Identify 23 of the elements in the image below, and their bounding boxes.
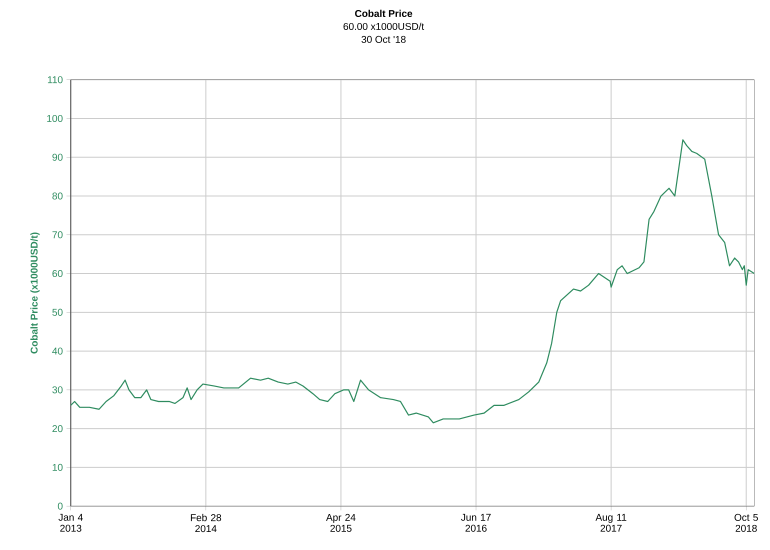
y-tick-label: 60 [52, 270, 63, 278]
text: 30 Oct '18 [362, 36, 406, 43]
y-tick-label: 20 [52, 425, 63, 432]
y-tick-label: 40 [52, 348, 63, 355]
y-tick-label: 70 [52, 231, 63, 238]
y-tick-label: 110 [48, 76, 63, 84]
y-tick-label: 30 [52, 386, 63, 394]
x-tick-label: Jun 17 2016 [461, 514, 491, 532]
x-tick-label: Feb 28 2014 [190, 514, 222, 532]
y-axis-title: Cobalt Price (x1000USD/t) [30, 232, 40, 354]
x-tick-label: Oct 5 2018 [734, 514, 758, 532]
y-tick-label: 50 [52, 308, 63, 316]
chart-title: Cobalt Price [355, 10, 412, 18]
y-tick-label: 100 [47, 114, 63, 122]
x-tick-label: Apr 24 2015 [326, 514, 356, 532]
chart-subtitle: 60.00 x1000USD/t [344, 22, 424, 30]
line-series [70, 139, 755, 424]
y-tick-label: 10 [52, 464, 63, 471]
y-tick-label: 0 [58, 502, 63, 510]
y-tick-label: 80 [52, 192, 63, 200]
x-tick-label: Aug 11 2017 [596, 514, 626, 532]
y-tick-label: 90 [52, 154, 63, 161]
x-tick-label: Jan 4 2013 [58, 514, 83, 532]
